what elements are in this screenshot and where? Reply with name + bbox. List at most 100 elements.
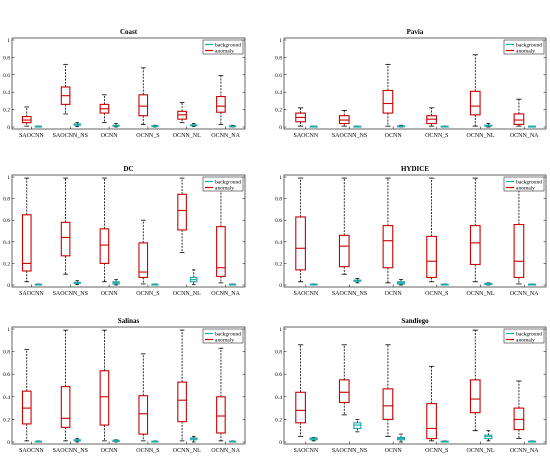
background-box bbox=[353, 125, 362, 128]
y-tick-label: 0.2 bbox=[275, 261, 282, 267]
background-box bbox=[34, 440, 43, 443]
anomaly-box bbox=[513, 380, 525, 440]
background-box bbox=[228, 283, 237, 286]
background-box bbox=[228, 440, 237, 443]
legend-label-anomaly: anomaly bbox=[215, 337, 234, 343]
x-category-label: SAOCNN bbox=[293, 448, 318, 454]
y-tick-label: 0.2 bbox=[275, 417, 282, 423]
y-tick-label: 0.2 bbox=[3, 261, 10, 267]
y-tick-label: 0.2 bbox=[275, 108, 282, 114]
iqr-box bbox=[484, 434, 493, 440]
background-box bbox=[484, 282, 493, 286]
x-category-label: OCNN_S bbox=[425, 133, 448, 139]
anomaly-box bbox=[295, 177, 306, 283]
iqr-box bbox=[99, 228, 110, 264]
x-category-label: OCNN_NL bbox=[173, 448, 201, 454]
y-tick-label: 0.8 bbox=[3, 350, 10, 356]
iqr-box bbox=[295, 391, 306, 424]
y-tick-label: 0 bbox=[7, 440, 10, 446]
anomaly-box bbox=[177, 329, 187, 442]
legend-label-anomaly: anomaly bbox=[516, 48, 535, 54]
y-tick-label: 0.8 bbox=[275, 55, 282, 61]
anomaly-box bbox=[513, 98, 525, 127]
anomaly-box bbox=[21, 177, 32, 283]
iqr-box bbox=[138, 395, 149, 435]
x-category-label: SAOCNN bbox=[19, 133, 44, 139]
background-box bbox=[527, 440, 537, 443]
iqr-box bbox=[469, 225, 481, 266]
background-box bbox=[190, 269, 198, 285]
legend-label-anomaly: anomaly bbox=[516, 337, 535, 343]
anomaly-box bbox=[469, 329, 481, 432]
anomaly-box bbox=[99, 177, 110, 283]
x-category-label: OCNN_NA bbox=[211, 133, 240, 139]
y-tick-label: 1 bbox=[279, 327, 282, 333]
panel-title: Salinas bbox=[118, 317, 140, 325]
legend-label-background: background bbox=[516, 331, 542, 337]
background-box bbox=[353, 418, 362, 433]
x-category-label: OCNN bbox=[101, 291, 119, 297]
background-box bbox=[151, 283, 159, 286]
x-category-label: OCNN_NA bbox=[211, 291, 240, 297]
legend-label-anomaly: anomaly bbox=[516, 185, 535, 191]
x-category-label: OCNN_S bbox=[425, 291, 448, 297]
x-category-label: OCNN_NL bbox=[467, 291, 495, 297]
iqr-box bbox=[21, 214, 32, 272]
x-category-label: SAOCNN bbox=[293, 291, 318, 297]
background-box bbox=[151, 440, 159, 443]
anomaly-box bbox=[295, 107, 306, 127]
anomaly-box bbox=[99, 329, 110, 442]
iqr-box bbox=[177, 381, 187, 423]
x-category-label: SAOCNN_NS bbox=[332, 448, 367, 454]
iqr-box bbox=[513, 223, 525, 278]
legend-label-anomaly: anomaly bbox=[215, 48, 234, 54]
panel-sandiego: Sandiego 0 0.2 0.4 0.6 0.8 1 SAOCNN SAOCNN_NS OCN… bbox=[275, 317, 547, 454]
y-tick-label: 0.4 bbox=[275, 395, 282, 401]
background-box bbox=[112, 279, 120, 286]
iqr-box bbox=[216, 226, 226, 277]
panel-title: DC bbox=[123, 165, 133, 173]
anomaly-box bbox=[426, 365, 437, 442]
y-tick-label: 0 bbox=[279, 125, 282, 131]
y-tick-label: 0 bbox=[7, 283, 10, 289]
background-box bbox=[73, 438, 81, 443]
y-tick-label: 0.6 bbox=[3, 218, 10, 224]
x-category-label: OCNN_NL bbox=[173, 133, 201, 139]
iqr-box bbox=[21, 390, 32, 425]
anomaly-box bbox=[426, 107, 437, 127]
anomaly-box bbox=[469, 54, 481, 127]
background-box bbox=[112, 123, 120, 128]
anomaly-box bbox=[338, 177, 350, 275]
legend-label-background: background bbox=[215, 331, 241, 337]
anomaly-box bbox=[138, 353, 149, 442]
y-tick-label: 0.4 bbox=[275, 240, 282, 246]
y-tick-label: 0.6 bbox=[275, 73, 282, 79]
background-box bbox=[309, 437, 318, 442]
background-box bbox=[440, 440, 449, 443]
y-tick-label: 0.6 bbox=[3, 73, 10, 79]
anomaly-box bbox=[513, 177, 525, 285]
x-category-label: OCNN bbox=[385, 448, 403, 454]
y-tick-label: 0 bbox=[279, 440, 282, 446]
y-tick-label: 1 bbox=[7, 175, 10, 181]
panel-hydice: HYDICE 0 0.2 0.4 0.6 0.8 1 SAOCNN SAOCNN_NS OCNN O… bbox=[275, 165, 547, 297]
panel-title: Coast bbox=[120, 28, 138, 36]
anomaly-box bbox=[216, 185, 226, 284]
legend-label-background: background bbox=[516, 42, 542, 48]
background-box bbox=[112, 439, 120, 443]
anomaly-box bbox=[426, 177, 437, 283]
y-tick-label: 0.2 bbox=[3, 108, 10, 114]
anomaly-box bbox=[338, 344, 350, 416]
iqr-box bbox=[216, 96, 226, 113]
x-category-label: SAOCNN_NS bbox=[53, 133, 88, 139]
iqr-box bbox=[60, 386, 71, 428]
background-box bbox=[440, 125, 449, 128]
background-box bbox=[527, 283, 537, 286]
x-category-label: OCNN_S bbox=[136, 133, 159, 139]
iqr-box bbox=[138, 94, 149, 117]
y-tick-label: 0.6 bbox=[3, 372, 10, 378]
